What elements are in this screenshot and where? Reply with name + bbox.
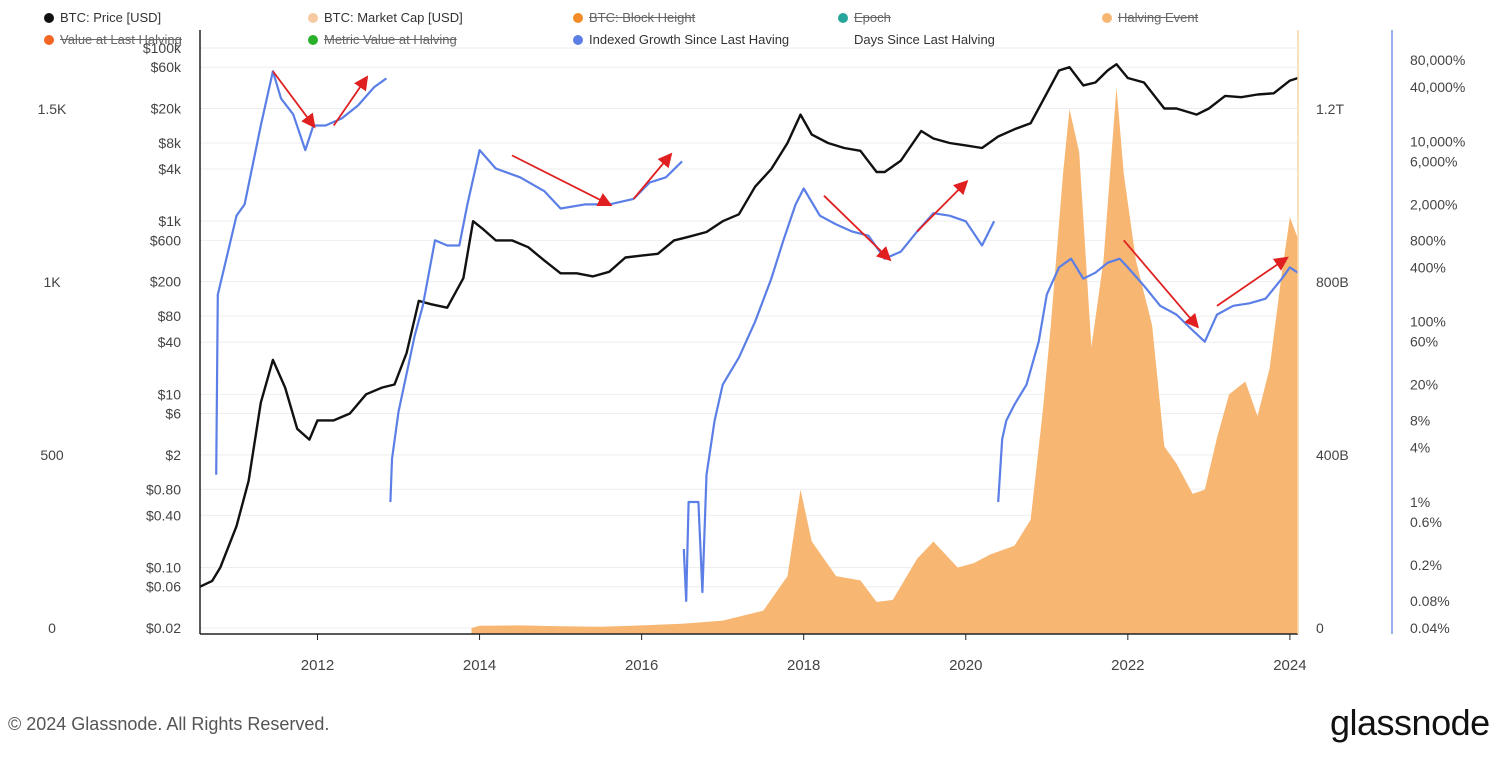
legend-item-market-cap[interactable]: BTC: Market Cap [USD] bbox=[308, 10, 463, 26]
annotation-arrow bbox=[272, 70, 316, 129]
y-tick-label-growth: 400% bbox=[1410, 259, 1446, 275]
y-tick-label-growth: 1% bbox=[1410, 494, 1430, 510]
x-tick-label: 2022 bbox=[1111, 657, 1144, 674]
y-tick-label-price: $600 bbox=[150, 232, 181, 248]
y-tick-label-growth: 800% bbox=[1410, 232, 1446, 248]
y-tick-label-growth: 0.04% bbox=[1410, 620, 1450, 636]
annotation-arrow bbox=[632, 152, 673, 200]
legend-item-halving-event[interactable]: Halving Event bbox=[1102, 10, 1198, 26]
x-tick-label: 2020 bbox=[949, 657, 982, 674]
annotation-arrows-layer bbox=[272, 70, 1289, 329]
legend-dot-icon bbox=[573, 13, 583, 23]
y-tick-label-price: $8k bbox=[158, 135, 182, 151]
y-tick-label-marketcap: 800B bbox=[1316, 274, 1349, 290]
y-tick-label-days: 500 bbox=[40, 447, 64, 463]
y-tick-label-days: 1.5K bbox=[38, 101, 67, 117]
legend-item-value-last-halving[interactable]: Value at Last Halving bbox=[44, 32, 182, 48]
indexed-growth-line bbox=[682, 187, 996, 603]
y-tick-label-price: $100k bbox=[143, 40, 182, 56]
indexed-growth-line bbox=[997, 257, 1299, 503]
copyright-text: © 2024 Glassnode. All Rights Reserved. bbox=[8, 714, 330, 734]
y-tick-label-growth: 0.08% bbox=[1410, 593, 1450, 609]
annotation-arrow bbox=[916, 179, 969, 233]
y-tick-label-growth: 2,000% bbox=[1410, 196, 1457, 212]
x-tick-label: 2016 bbox=[625, 657, 658, 674]
y-tick-label-price: $40 bbox=[158, 334, 182, 350]
x-tick-label: 2024 bbox=[1273, 657, 1306, 674]
y-tick-label-price: $0.80 bbox=[146, 481, 181, 497]
legend-item-metric-at-halving[interactable]: Metric Value at Halving bbox=[308, 32, 457, 48]
y-tick-label-marketcap: 0 bbox=[1316, 620, 1324, 636]
y-tick-label-price: $60k bbox=[151, 59, 182, 75]
y-tick-label-growth: 10,000% bbox=[1410, 133, 1465, 149]
legend-dot-icon bbox=[308, 13, 318, 23]
y-tick-label-price: $0.02 bbox=[146, 620, 181, 636]
indexed-growth-line bbox=[215, 70, 388, 475]
y-tick-label-price: $4k bbox=[158, 161, 182, 177]
y-tick-label-price: $10 bbox=[158, 386, 182, 402]
y-tick-label-growth: 6,000% bbox=[1410, 153, 1457, 169]
y-tick-label-days: 0 bbox=[48, 620, 56, 636]
market-cap-area bbox=[471, 87, 1298, 634]
y-tick-label-price: $6 bbox=[165, 406, 181, 422]
y-tick-label-growth: 80,000% bbox=[1410, 52, 1465, 68]
y-tick-label-price: $0.10 bbox=[146, 559, 181, 575]
y-tick-label-marketcap: 1.2T bbox=[1316, 101, 1344, 117]
legend-item-btc-price[interactable]: BTC: Price [USD] bbox=[44, 10, 161, 26]
series-lines-layer bbox=[199, 62, 1299, 603]
y-tick-label-price: $0.06 bbox=[146, 579, 181, 595]
y-tick-label-price: $20k bbox=[151, 101, 182, 117]
glassnode-logo: glassnode bbox=[1330, 702, 1490, 743]
y-tick-label-growth: 0.6% bbox=[1410, 514, 1442, 530]
y-tick-label-price: $200 bbox=[150, 274, 181, 290]
x-tick-label: 2014 bbox=[463, 657, 496, 674]
axes-layer bbox=[199, 30, 1393, 640]
chart-legend: BTC: Price [USD] BTC: Market Cap [USD] B… bbox=[0, 0, 1506, 52]
legend-dot-icon bbox=[1102, 13, 1112, 23]
annotation-arrow bbox=[1123, 239, 1200, 329]
btc-price-line bbox=[199, 62, 1299, 588]
y-tick-label-growth: 100% bbox=[1410, 314, 1446, 330]
y-tick-label-growth: 4% bbox=[1410, 440, 1430, 456]
annotation-arrow bbox=[823, 195, 892, 262]
y-tick-label-growth: 60% bbox=[1410, 334, 1438, 350]
legend-dot-icon bbox=[44, 35, 54, 45]
y-tick-label-price: $1k bbox=[158, 213, 182, 229]
y-tick-label-marketcap: 400B bbox=[1316, 447, 1349, 463]
legend-dot-icon bbox=[573, 35, 583, 45]
legend-dot-icon bbox=[44, 13, 54, 23]
y-tick-label-growth: 8% bbox=[1410, 413, 1430, 429]
indexed-growth-line bbox=[389, 149, 683, 503]
annotation-arrow bbox=[332, 75, 369, 127]
annotation-arrow bbox=[511, 154, 613, 207]
y-tick-label-price: $2 bbox=[165, 447, 181, 463]
legend-item-indexed-growth[interactable]: Indexed Growth Since Last Having bbox=[573, 32, 789, 48]
legend-dot-icon bbox=[308, 35, 318, 45]
legend-item-epoch[interactable]: Epoch bbox=[838, 10, 891, 26]
legend-item-days-since-halving[interactable]: Days Since Last Halving bbox=[854, 32, 995, 47]
legend-item-block-height[interactable]: BTC: Block Height bbox=[573, 10, 695, 26]
market-cap-area-layer bbox=[471, 87, 1298, 634]
y-tick-label-growth: 0.2% bbox=[1410, 557, 1442, 573]
y-tick-label-price: $80 bbox=[158, 308, 182, 324]
legend-dot-icon bbox=[838, 13, 848, 23]
y-tick-label-price: $0.40 bbox=[146, 507, 181, 523]
y-tick-label-growth: 20% bbox=[1410, 377, 1438, 393]
y-tick-label-growth: 40,000% bbox=[1410, 79, 1465, 95]
x-tick-label: 2012 bbox=[301, 657, 334, 674]
tick-labels-layer: 2012 2014 2016 2018 2020 2022 2024 1.5K 1K 500 0 $1… bbox=[38, 40, 1466, 674]
annotation-arrow bbox=[1216, 256, 1289, 307]
x-tick-label: 2018 bbox=[787, 657, 820, 674]
y-tick-label-days: 1K bbox=[43, 274, 61, 290]
